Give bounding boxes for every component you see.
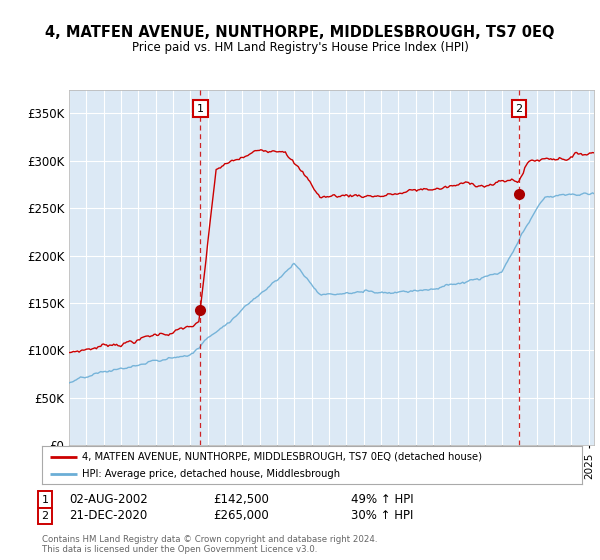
Text: 4, MATFEN AVENUE, NUNTHORPE, MIDDLESBROUGH, TS7 0EQ (detached house): 4, MATFEN AVENUE, NUNTHORPE, MIDDLESBROU… bbox=[83, 451, 482, 461]
Text: £142,500: £142,500 bbox=[213, 493, 269, 506]
Text: 30% ↑ HPI: 30% ↑ HPI bbox=[351, 509, 413, 522]
Text: HPI: Average price, detached house, Middlesbrough: HPI: Average price, detached house, Midd… bbox=[83, 469, 341, 479]
Text: 2: 2 bbox=[41, 511, 49, 521]
Text: Contains HM Land Registry data © Crown copyright and database right 2024.
This d: Contains HM Land Registry data © Crown c… bbox=[42, 535, 377, 554]
Text: 21-DEC-2020: 21-DEC-2020 bbox=[69, 509, 147, 522]
Text: 1: 1 bbox=[41, 494, 49, 505]
Text: Price paid vs. HM Land Registry's House Price Index (HPI): Price paid vs. HM Land Registry's House … bbox=[131, 41, 469, 54]
Text: 4, MATFEN AVENUE, NUNTHORPE, MIDDLESBROUGH, TS7 0EQ: 4, MATFEN AVENUE, NUNTHORPE, MIDDLESBROU… bbox=[45, 25, 555, 40]
Text: £265,000: £265,000 bbox=[213, 509, 269, 522]
Text: 1: 1 bbox=[197, 104, 204, 114]
Text: 2: 2 bbox=[515, 104, 523, 114]
Text: 49% ↑ HPI: 49% ↑ HPI bbox=[351, 493, 413, 506]
Text: 02-AUG-2002: 02-AUG-2002 bbox=[69, 493, 148, 506]
